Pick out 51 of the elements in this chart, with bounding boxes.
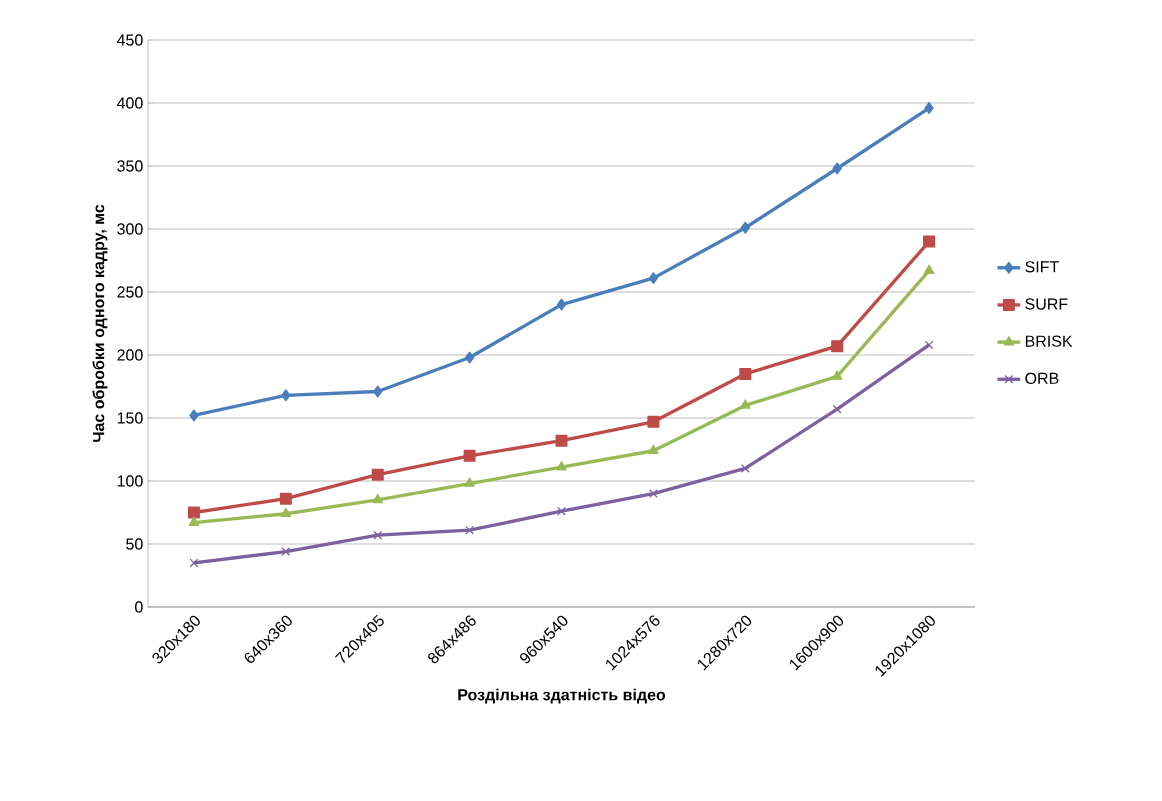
y-tick-label: 0: [135, 601, 143, 613]
point: [464, 351, 475, 364]
point: [739, 367, 752, 380]
point: [371, 468, 384, 481]
point: [648, 272, 659, 285]
y-tick-label: 250: [117, 286, 143, 298]
point: [740, 463, 750, 473]
point: [647, 415, 660, 428]
legend-label: BRISK: [1025, 335, 1073, 347]
legend-label: ORB: [1025, 372, 1059, 384]
point: [463, 449, 476, 462]
point: [189, 409, 199, 422]
point: [188, 516, 200, 526]
point: [187, 506, 200, 519]
point: [556, 461, 567, 471]
y-tick-label: 350: [117, 160, 143, 172]
point: [924, 102, 934, 115]
point: [556, 298, 567, 311]
point: [924, 340, 934, 350]
point: [373, 530, 383, 540]
point: [832, 404, 842, 414]
y-tick-label: 450: [116, 34, 143, 46]
y-tick-label: 150: [117, 412, 143, 424]
y-tick-label: 400: [116, 97, 143, 109]
point: [281, 547, 291, 556]
point: [648, 444, 659, 455]
point: [923, 235, 936, 248]
y-tick-label: 300: [117, 223, 143, 235]
point: [373, 385, 383, 398]
point: [740, 221, 750, 234]
legend-label: SURF: [1025, 298, 1068, 310]
point: [923, 264, 935, 274]
point: [464, 477, 475, 487]
point: [557, 506, 566, 516]
y-axis-title: Час обробки одного кадру, мс: [92, 204, 108, 442]
y-tick-label: 50: [126, 538, 143, 550]
point: [831, 340, 844, 353]
point: [281, 389, 291, 402]
point: [280, 507, 292, 518]
point: [832, 162, 842, 175]
point: [555, 434, 568, 447]
point: [372, 493, 384, 504]
x-axis-title: Роздільна здатність відео: [458, 688, 666, 704]
point: [189, 558, 199, 568]
point: [279, 492, 292, 505]
point: [648, 489, 658, 499]
y-tick-label: 200: [117, 349, 143, 361]
legend-label: SIFT: [1025, 261, 1059, 273]
y-tick-label: 100: [117, 475, 143, 487]
point: [831, 370, 843, 380]
point: [465, 525, 475, 535]
